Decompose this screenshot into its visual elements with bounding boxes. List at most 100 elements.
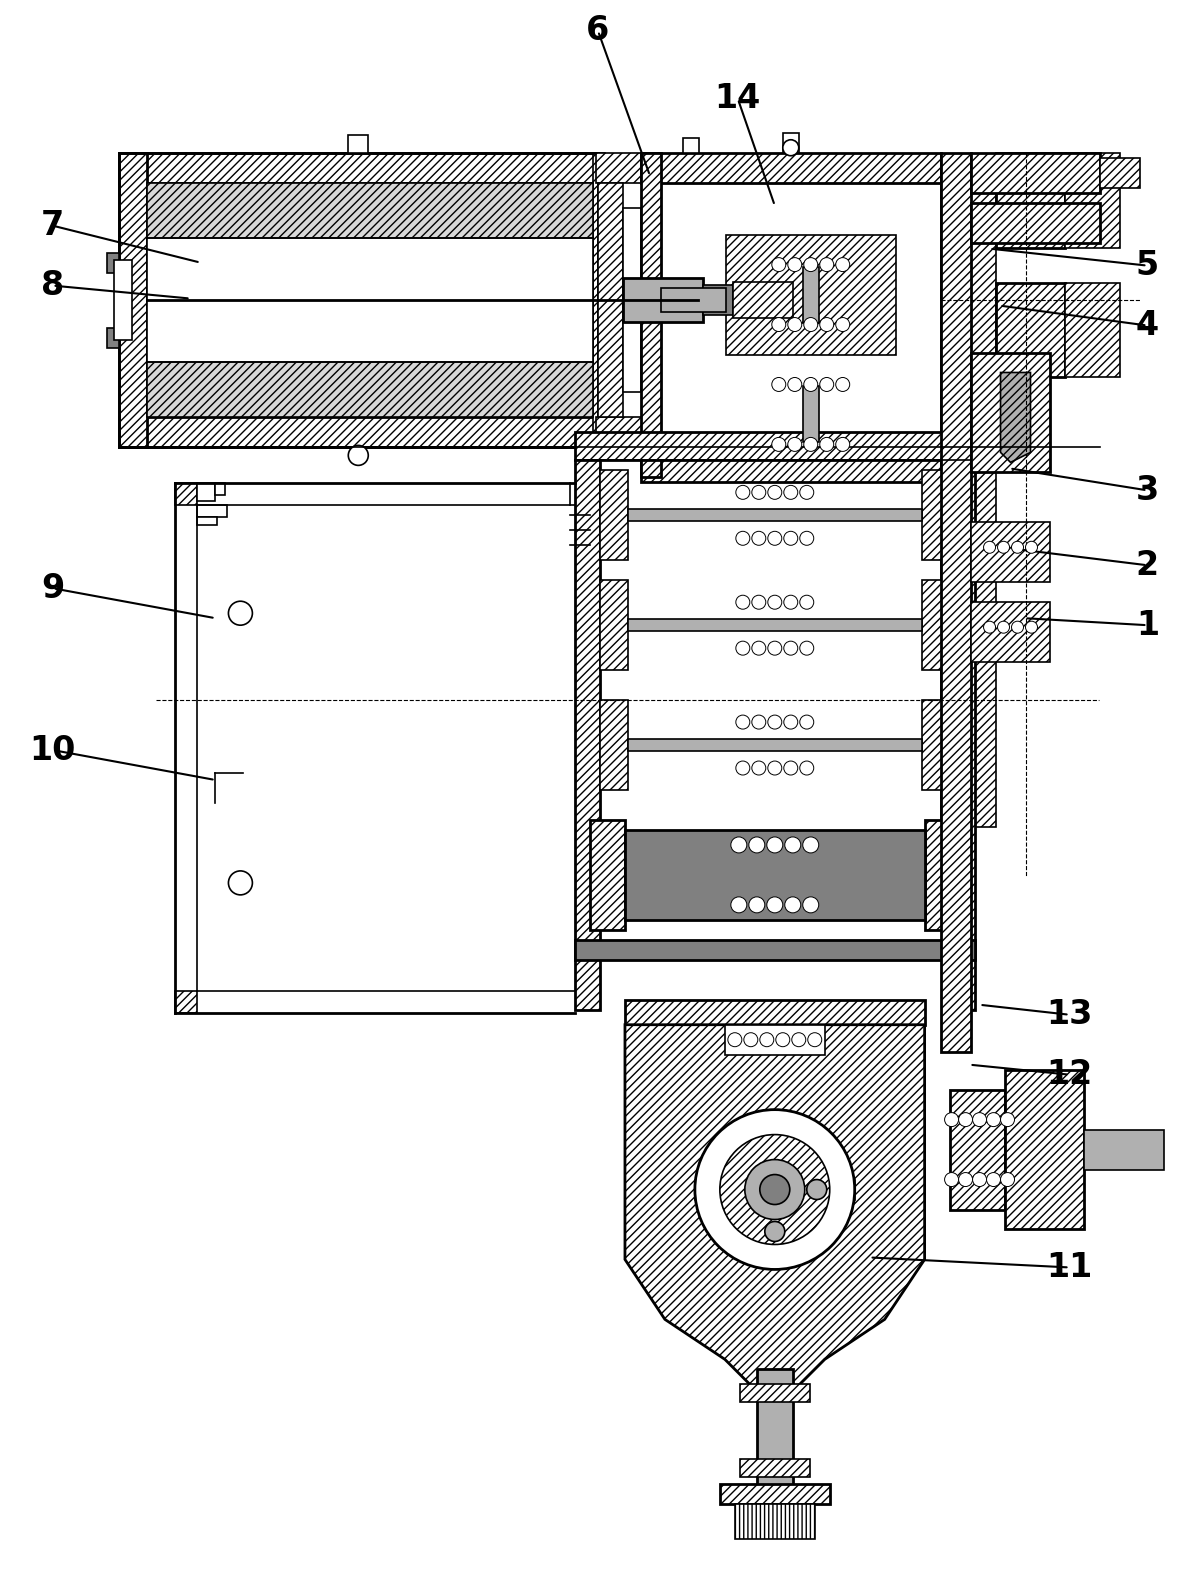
Circle shape (804, 378, 817, 392)
Bar (921, 580, 950, 669)
Bar (703, 285, 733, 315)
Circle shape (772, 438, 786, 452)
Bar (598, 183, 623, 417)
Circle shape (776, 1033, 790, 1047)
Bar (783, 132, 798, 153)
Circle shape (835, 438, 850, 452)
Bar (118, 153, 598, 447)
Circle shape (772, 378, 786, 392)
Bar (1101, 158, 1140, 187)
Bar (1066, 282, 1121, 378)
Bar (596, 417, 646, 447)
Circle shape (987, 1112, 1000, 1126)
Circle shape (736, 641, 749, 655)
Circle shape (944, 1172, 958, 1186)
Circle shape (752, 531, 766, 545)
Circle shape (799, 595, 814, 610)
Circle shape (752, 761, 766, 775)
Bar (921, 701, 950, 791)
Circle shape (792, 1033, 805, 1047)
Circle shape (958, 1172, 973, 1186)
Circle shape (752, 595, 766, 610)
Bar (118, 153, 147, 447)
Bar (641, 153, 940, 183)
Circle shape (784, 715, 798, 729)
Bar (733, 282, 792, 318)
Circle shape (731, 896, 747, 914)
Circle shape (998, 542, 1010, 553)
Circle shape (768, 761, 782, 775)
Bar (600, 701, 627, 791)
Circle shape (835, 258, 850, 271)
Text: 8: 8 (41, 269, 65, 302)
Circle shape (784, 531, 798, 545)
Circle shape (958, 1112, 973, 1126)
Circle shape (752, 715, 766, 729)
Bar (176, 484, 197, 506)
Bar (623, 208, 641, 392)
Circle shape (784, 595, 798, 610)
Bar (348, 135, 368, 153)
Circle shape (820, 378, 834, 392)
Circle shape (728, 1033, 742, 1047)
Bar (970, 523, 1050, 583)
Circle shape (808, 1033, 822, 1047)
Circle shape (752, 485, 766, 499)
Circle shape (768, 641, 782, 655)
Text: 6: 6 (587, 14, 609, 47)
Bar (641, 153, 661, 477)
Bar (735, 1504, 815, 1539)
Circle shape (973, 1112, 987, 1126)
Polygon shape (625, 1025, 925, 1389)
Circle shape (799, 485, 814, 499)
Circle shape (736, 761, 749, 775)
Circle shape (983, 542, 995, 553)
Circle shape (784, 641, 798, 655)
Circle shape (749, 836, 765, 854)
Circle shape (765, 1222, 785, 1241)
Bar (940, 167, 970, 877)
Text: 14: 14 (715, 82, 761, 115)
Bar (950, 1090, 1005, 1210)
Circle shape (1000, 1172, 1015, 1186)
Text: 12: 12 (1047, 1058, 1092, 1091)
Bar (176, 991, 197, 1013)
Circle shape (736, 485, 749, 499)
Bar (600, 471, 627, 561)
Circle shape (719, 1134, 829, 1244)
Text: 11: 11 (1047, 1251, 1092, 1284)
Circle shape (767, 896, 783, 914)
Bar (970, 602, 1050, 662)
Bar (950, 460, 975, 1010)
Bar (740, 1384, 810, 1402)
Circle shape (973, 1172, 987, 1186)
Circle shape (768, 485, 782, 499)
Circle shape (749, 896, 765, 914)
Bar (995, 153, 1066, 247)
Bar (804, 1180, 854, 1200)
Text: 7: 7 (41, 209, 65, 243)
Circle shape (804, 258, 817, 271)
Circle shape (768, 595, 782, 610)
Circle shape (767, 836, 783, 854)
Bar (575, 433, 975, 460)
Circle shape (788, 258, 802, 271)
Circle shape (835, 378, 850, 392)
Bar (106, 328, 118, 348)
Circle shape (228, 602, 252, 625)
Circle shape (784, 485, 798, 499)
Bar (625, 1000, 925, 1025)
Circle shape (736, 715, 749, 729)
Bar (1066, 153, 1121, 247)
Circle shape (785, 836, 801, 854)
Bar (661, 288, 725, 312)
Text: 4: 4 (1135, 309, 1159, 342)
Circle shape (788, 378, 802, 392)
Circle shape (772, 258, 786, 271)
Bar (147, 238, 593, 362)
Circle shape (804, 438, 817, 452)
Circle shape (694, 1110, 854, 1269)
Circle shape (820, 438, 834, 452)
Bar (1005, 1069, 1084, 1230)
Text: 1: 1 (1135, 608, 1159, 641)
